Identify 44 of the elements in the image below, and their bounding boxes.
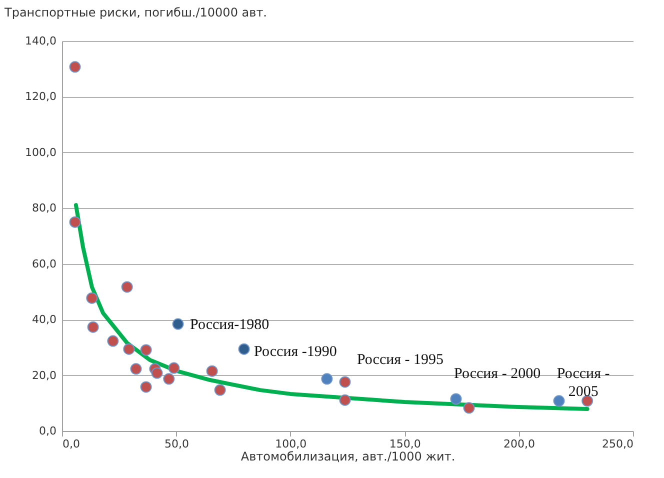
- y-tick-label: 20,0: [32, 368, 56, 382]
- point: [339, 394, 351, 406]
- annotation: Россия - 2000: [454, 366, 541, 382]
- point: [214, 384, 226, 396]
- point: [121, 281, 133, 293]
- point: [206, 365, 218, 377]
- point: [130, 363, 142, 375]
- annotation: Россия - 1995: [356, 352, 444, 368]
- point: [339, 376, 351, 388]
- point: [321, 373, 333, 385]
- point: [69, 216, 81, 228]
- point: [463, 402, 475, 414]
- point: [163, 373, 175, 385]
- point: [107, 335, 119, 347]
- point: [86, 292, 98, 304]
- y-tick-label: 40,0: [32, 313, 56, 326]
- point: [238, 343, 250, 355]
- point: [450, 393, 462, 405]
- point: [140, 344, 152, 356]
- x-tick-label: 200,0: [504, 438, 536, 450]
- point: [87, 321, 99, 333]
- annotation: Россия-1980: [190, 317, 270, 334]
- y-tick-label: 120,0: [25, 90, 56, 104]
- point: [151, 367, 163, 379]
- point: [69, 61, 81, 73]
- y-tick-label: 0,0: [39, 424, 56, 438]
- y-axis-title: Транспортные риски, погибш./10000 авт.: [4, 6, 267, 20]
- point: [168, 362, 180, 374]
- point: [172, 318, 184, 330]
- y-tick-label: 140,0: [25, 34, 56, 48]
- annotation: Россия - 2005: [556, 366, 610, 400]
- x-tick-label: 250,0: [602, 438, 634, 450]
- x-axis-title: Автомобилизация, авт./1000 жит.: [240, 450, 456, 464]
- point: [140, 381, 152, 393]
- y-tick-label: 60,0: [32, 257, 56, 270]
- y-tick-label: 100,0: [25, 146, 56, 159]
- x-tick-label: 50,0: [164, 438, 189, 450]
- point: [553, 395, 565, 407]
- y-tick-label: 80,0: [32, 202, 56, 215]
- x-tick-label: 100,0: [275, 438, 307, 450]
- x-tick-label: 0,0: [62, 438, 80, 450]
- x-tick-label: 150,0: [389, 438, 421, 450]
- annotation: Россия -1990: [254, 344, 337, 360]
- point: [123, 343, 135, 355]
